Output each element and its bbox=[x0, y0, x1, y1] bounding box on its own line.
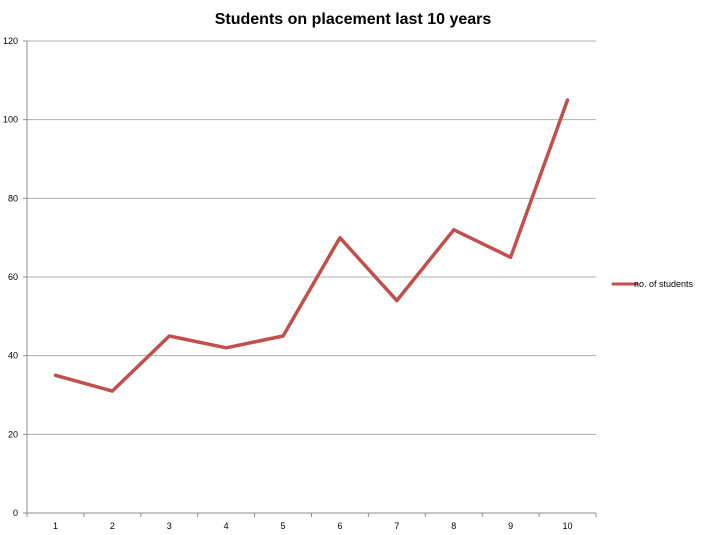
legend: no. of students bbox=[611, 279, 694, 289]
y-tick-label-100: 100 bbox=[3, 115, 18, 125]
x-tick-label-10: 10 bbox=[563, 521, 573, 531]
data-point-7 bbox=[395, 299, 399, 303]
x-tick-label-5: 5 bbox=[281, 521, 286, 531]
data-point-2 bbox=[110, 389, 114, 393]
y-tick-label-40: 40 bbox=[8, 351, 18, 361]
series-line-0 bbox=[53, 98, 570, 393]
x-tick-label-4: 4 bbox=[224, 521, 229, 531]
chart-title: Students on placement last 10 years bbox=[215, 11, 492, 28]
data-point-9 bbox=[509, 255, 513, 259]
data-point-10 bbox=[566, 98, 570, 102]
data-point-3 bbox=[167, 334, 171, 338]
y-tick-label-0: 0 bbox=[13, 508, 18, 518]
x-tick-label-9: 9 bbox=[508, 521, 513, 531]
x-tick-label-1: 1 bbox=[53, 521, 58, 531]
x-tick-label-6: 6 bbox=[337, 521, 342, 531]
gridlines bbox=[27, 40, 596, 435]
x-tick-label-2: 2 bbox=[110, 521, 115, 531]
y-tick-label-80: 80 bbox=[8, 193, 18, 203]
series-layer bbox=[53, 98, 570, 393]
x-tick-label-7: 7 bbox=[394, 521, 399, 531]
x-tick-label-3: 3 bbox=[167, 521, 172, 531]
y-axis-tick-labels: 0 20 40 60 80 100 120 bbox=[3, 36, 18, 518]
y-tick-label-120: 120 bbox=[3, 36, 18, 46]
data-point-5 bbox=[281, 334, 285, 338]
y-tick-label-60: 60 bbox=[8, 272, 18, 282]
data-point-1 bbox=[53, 373, 57, 377]
data-point-8 bbox=[452, 228, 456, 232]
y-tick-label-20: 20 bbox=[8, 429, 18, 439]
x-tick-label-8: 8 bbox=[451, 521, 456, 531]
legend-label-no-of-students: no. of students bbox=[634, 279, 694, 289]
data-point-6 bbox=[338, 236, 342, 240]
x-axis-tick-labels: 1 2 3 4 5 6 7 8 9 10 bbox=[53, 521, 573, 531]
axes bbox=[23, 40, 597, 517]
data-point-4 bbox=[224, 346, 228, 350]
